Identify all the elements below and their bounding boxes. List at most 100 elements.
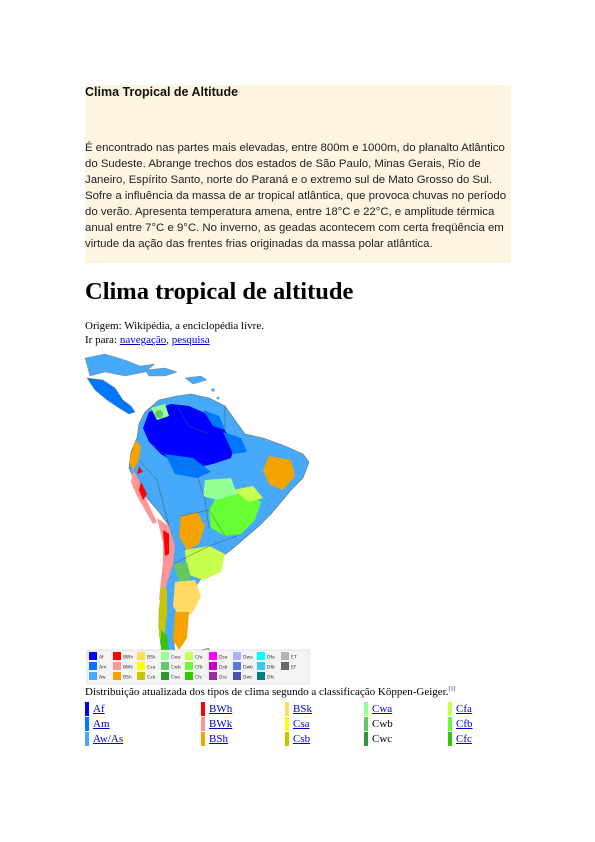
climate-type-cwb: Cwb <box>372 717 393 730</box>
legend-label-bwk: BWk <box>123 665 133 671</box>
climate-map-image: Af Am Aw BWh BWk BSh BSk Csa Csb Cwa Cwb Cwc Cfa Cfb C… <box>84 350 311 686</box>
climate-type-bsh[interactable]: BSh <box>209 732 228 745</box>
table-cell: Cfc <box>448 731 472 746</box>
legend-swatch-dsb <box>209 662 217 670</box>
table-cell: BWh <box>201 701 232 716</box>
climate-color-swatch <box>448 731 452 746</box>
legend-label-cfa: Cfa <box>195 655 203 661</box>
figure-caption: Distribuição atualizada dos tipos de cli… <box>85 686 456 698</box>
legend-swatch-bsk <box>137 652 145 660</box>
page-title: Clima tropical de altitude <box>85 278 354 305</box>
legend-swatch-bwh <box>113 652 121 660</box>
climate-type-cfa[interactable]: Cfa <box>456 702 472 715</box>
legend-label-bsh: BSh <box>123 675 132 681</box>
legend-swatch-dfb <box>257 662 265 670</box>
table-cell: BSh <box>201 731 228 746</box>
legend-swatch-et <box>281 652 289 660</box>
table-row: Aw/As BSh Csb Cwc Cfc <box>85 731 505 746</box>
legend-swatch-cwb <box>161 662 169 670</box>
origin-line: Origem: Wikipédia, a enciclopédia livre. <box>85 320 264 332</box>
legend-label-dsb: Dsb <box>219 665 228 671</box>
table-cell: Am <box>85 716 110 731</box>
legend-swatch-ef <box>281 662 289 670</box>
legend-swatch-csa <box>137 662 145 670</box>
legend-label-bsk: BSk <box>147 655 156 661</box>
legend-swatch-dsa <box>209 652 217 660</box>
climate-type-bsk[interactable]: BSk <box>293 702 312 715</box>
legend-label-et: ET <box>291 655 297 661</box>
climate-color-swatch <box>285 731 289 746</box>
climate-type-cfb[interactable]: Cfb <box>456 717 473 730</box>
legend-label-csb: Csb <box>147 675 155 681</box>
legend-swatch-dwc <box>233 672 241 680</box>
table-cell: Cwa <box>364 701 392 716</box>
legend-swatch-aw <box>89 672 97 680</box>
climate-color-swatch <box>85 731 89 746</box>
climate-color-swatch <box>448 716 452 731</box>
climate-type-aw-as[interactable]: Aw/As <box>93 732 124 745</box>
climate-color-swatch <box>85 701 89 716</box>
legend-label-aw: Aw <box>99 675 106 681</box>
map-legend: Af Am Aw BWh BWk BSh BSk Csa Csb Cwa Cwb Cwc Cfa Cfb C… <box>89 652 297 681</box>
box-title: Clima Tropical de Altitude <box>85 85 239 99</box>
legend-swatch-cwc <box>161 672 169 680</box>
climate-color-swatch <box>201 731 205 746</box>
climate-color-swatch <box>448 701 452 716</box>
legend-swatch-dwa <box>233 652 241 660</box>
legend-label-cfc: Cfc <box>195 675 203 681</box>
legend-label-dsa: Dsa <box>219 655 228 661</box>
legend-label-dfa: Dfa <box>267 655 275 661</box>
climate-type-bwk[interactable]: BWk <box>209 717 233 730</box>
legend-swatch-bwk <box>113 662 121 670</box>
legend-label-csa: Csa <box>147 665 155 671</box>
climate-color-swatch <box>364 716 368 731</box>
article-meta: Origem: Wikipédia, a enciclopédia livre.… <box>85 319 264 347</box>
legend-swatch-bsh <box>113 672 121 680</box>
climate-type-cwa[interactable]: Cwa <box>372 702 393 715</box>
table-cell: Csb <box>285 731 310 746</box>
climate-color-swatch <box>285 716 289 731</box>
climate-color-swatch <box>201 701 205 716</box>
table-cell: Aw/As <box>85 731 123 746</box>
climate-type-bwh[interactable]: BWh <box>209 702 233 715</box>
climate-type-am[interactable]: Am <box>93 717 110 730</box>
legend-label-cwa: Cwa <box>171 655 181 661</box>
table-row: Af BWh BSk Cwa Cfa <box>85 701 505 716</box>
south-america-map: Af Am Aw BWh BWk BSh BSk Csa Csb Cwa Cwb Cwc Cfa Cfb C… <box>84 353 310 685</box>
climate-type-cwc: Cwc <box>372 732 393 745</box>
legend-label-dwc: Dwc <box>243 675 253 681</box>
table-cell: Cwc <box>364 731 392 746</box>
legend-swatch-dsc <box>209 672 217 680</box>
legend-swatch-cfa <box>185 652 193 660</box>
legend-swatch-am <box>89 662 97 670</box>
climate-color-swatch <box>364 731 368 746</box>
legend-swatch-dfc <box>257 672 265 680</box>
goto-prefix: Ir para: <box>85 334 120 346</box>
goto-line: Ir para: navegação, pesquisa <box>85 333 264 347</box>
link-separator: , <box>166 334 172 346</box>
climate-color-swatch <box>201 716 205 731</box>
legend-label-ef: EF <box>291 665 297 671</box>
climate-info-box: Clima Tropical de Altitude É encontrado … <box>85 85 511 263</box>
legend-swatch-dfa <box>257 652 265 660</box>
climate-type-csa[interactable]: Csa <box>293 717 310 730</box>
legend-swatch-af <box>89 652 97 660</box>
legend-label-dfb: Dfb <box>267 665 275 671</box>
table-row: Am BWk Csa Cwb Cfb <box>85 716 505 731</box>
climate-color-swatch <box>85 716 89 731</box>
caption-text: Distribuição atualizada dos tipos de cli… <box>85 686 449 698</box>
climate-color-swatch <box>364 701 368 716</box>
reference-link[interactable]: [1] <box>448 686 456 693</box>
legend-label-dwb: Dwb <box>243 665 253 671</box>
legend-swatch-cwa <box>161 652 169 660</box>
climate-type-cfc[interactable]: Cfc <box>456 732 472 745</box>
climate-type-csb[interactable]: Csb <box>293 732 311 745</box>
search-link[interactable]: pesquisa <box>171 334 210 346</box>
legend-swatch-cfb <box>185 662 193 670</box>
climate-type-af[interactable]: Af <box>93 702 105 715</box>
legend-label-af: Af <box>99 655 104 661</box>
navigation-link[interactable]: navegação <box>119 334 167 346</box>
table-cell: Cfb <box>448 716 473 731</box>
legend-swatch-dwb <box>233 662 241 670</box>
legend-label-dwa: Dwa <box>243 655 253 661</box>
